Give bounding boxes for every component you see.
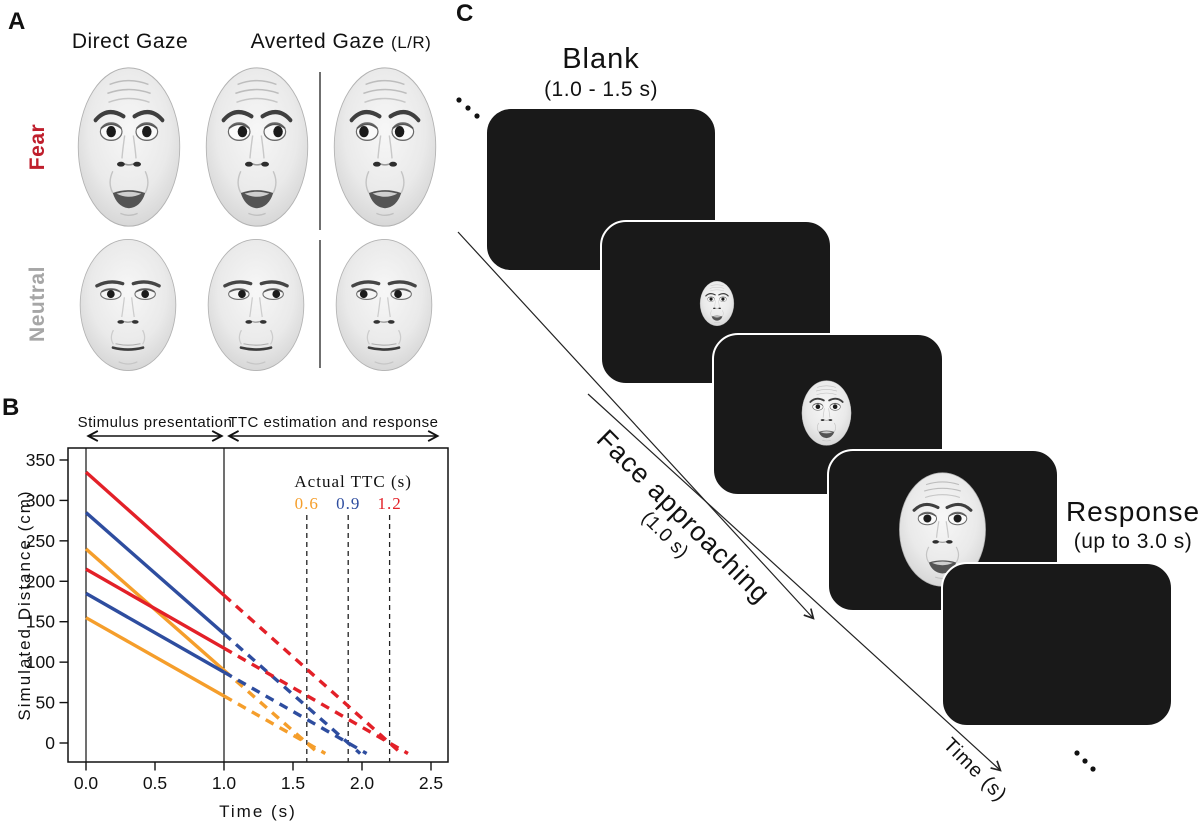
row-label-neutral: Neutral [26,266,49,342]
x-tick-label: 0.5 [143,773,167,793]
column-header-averted-gaze: Averted Gaze (L/R) [216,30,466,54]
approaching-face-medium [800,379,853,447]
series-dashed-ttc-0-9-far [222,632,362,755]
series-dashed-ttc-0-6-far [222,668,320,755]
y-tick-label: 350 [26,450,55,470]
y-tick-label: 50 [36,693,56,713]
y-tick-label: 200 [26,571,55,591]
x-tick-label: 1.5 [281,773,305,793]
x-tick-label: 0.0 [74,773,99,793]
series-dashed-ttc-0-9-near [223,670,368,755]
trial-screen-response [941,562,1173,727]
panel-b-label: B [2,394,20,421]
row-label-fear: Fear [26,123,49,171]
blank-screen-caption: Blank (1.0 - 1.5 s) [485,42,717,102]
panel-c-label: C [456,0,474,27]
y-tick-label: 0 [45,733,55,753]
column-header-averted-note: (L/R) [391,33,432,52]
series-solid-ttc-1-2-far [84,470,226,597]
series-solid-ttc-0-9-far [84,511,226,636]
ellipsis-dots-top [456,97,480,119]
legend-title: Actual TTC (s) [294,472,412,491]
column-header-direct-gaze: Direct Gaze [71,30,189,53]
response-caption: Response (up to 3.0 s) [1048,495,1200,554]
phase-label-1: TTC estimation and response [228,414,438,431]
series-solid-ttc-1-2-near [85,567,225,650]
y-tick-label: 150 [26,612,55,632]
gaze-divider-neutral [319,240,321,368]
x-tick-label: 1.0 [212,773,237,793]
face-neutral-averted-right [332,234,436,376]
gaze-divider-fear [319,72,321,230]
series-dashed-ttc-0-6-near [223,694,327,755]
y-tick-label: 300 [26,490,55,510]
plot-box [67,447,449,763]
blank-title: Blank [562,43,640,75]
blank-duration: (1.0 - 1.5 s) [544,77,658,101]
legend-value-0.9: 0.9 [336,494,360,513]
ellipsis-dots-bottom [1074,750,1096,772]
face-neutral-direct-gaze [76,234,180,376]
x-tick-label: 2.5 [419,773,443,793]
series-solid-ttc-0-9-near [85,591,225,674]
phase-label-0: Stimulus presentation [78,414,233,431]
face-neutral-averted-left [204,234,308,376]
legend-value-1.2: 1.2 [377,494,401,513]
series-solid-ttc-0-6-near [85,616,225,698]
column-header-averted-text: Averted Gaze [250,30,385,53]
approaching-face-small [699,280,735,327]
face-fear-direct-gaze [75,64,183,230]
series-dashed-ttc-1-2-far [222,593,403,755]
x-tick-label: 2.0 [350,773,375,793]
series-dashed-ttc-1-2-near [223,646,409,755]
x-axis-title: Time (s) [219,802,297,821]
panel-a-label: A [8,8,26,35]
legend-value-0.6: 0.6 [295,494,319,513]
y-axis-title: Simulated Distance (cm) [15,489,34,720]
y-tick-label: 100 [26,652,55,672]
y-tick-label: 250 [26,531,55,551]
response-duration: (up to 3.0 s) [1073,529,1193,553]
response-title: Response [1065,496,1200,527]
face-fear-averted-left [203,64,311,230]
face-fear-averted-right [331,64,439,230]
